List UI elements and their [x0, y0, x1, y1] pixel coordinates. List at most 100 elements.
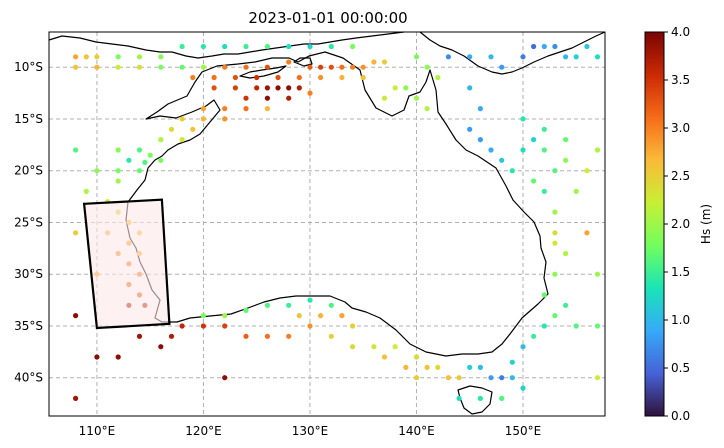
- wave-height-point: [190, 74, 196, 81]
- wave-height-point: [126, 157, 132, 163]
- colorbar-label: Hs (m): [699, 204, 713, 244]
- longitude-tick-label: 140°E: [398, 424, 435, 438]
- wave-height-point: [136, 64, 143, 70]
- wave-height-point: [541, 43, 547, 50]
- wave-height-point: [541, 147, 547, 153]
- wave-height-point: [73, 147, 79, 153]
- wave-height-point: [563, 302, 569, 308]
- wave-height-point: [552, 209, 558, 215]
- wave-height-point: [264, 333, 270, 339]
- wave-height-point: [286, 43, 292, 50]
- wave-height-point: [190, 126, 196, 132]
- wave-height-point: [435, 364, 441, 370]
- australia-coastline: [125, 51, 549, 357]
- wave-height-point: [179, 323, 185, 329]
- wave-height-point: [584, 43, 590, 50]
- wave-height-point: [499, 395, 505, 401]
- wave-height-point: [488, 375, 494, 381]
- colorbar-tick-label: 4.0: [671, 25, 690, 39]
- wave-height-point: [211, 74, 217, 81]
- wave-height-point: [296, 74, 302, 81]
- wave-height-point: [350, 344, 356, 350]
- wave-height-point: [168, 126, 175, 132]
- wave-height-point: [275, 85, 281, 91]
- wave-height-point: [222, 323, 228, 329]
- wave-height-point: [371, 59, 377, 65]
- wave-height-point: [360, 64, 366, 70]
- wave-height-point: [350, 43, 356, 50]
- wave-height-point: [179, 116, 185, 122]
- wave-height-point: [509, 168, 515, 174]
- wave-height-point: [328, 302, 334, 308]
- wave-height-point: [286, 95, 292, 101]
- wave-height-point: [286, 333, 292, 339]
- colorbar-tick-label: 2.0: [671, 217, 690, 231]
- latitude-tick-label: 25°S: [14, 215, 43, 229]
- wave-height-point: [456, 375, 462, 381]
- wave-height-point: [115, 54, 121, 60]
- wave-height-point: [307, 64, 313, 70]
- wave-height-point: [509, 359, 515, 365]
- wave-height-point: [179, 137, 185, 143]
- wave-height-point: [158, 157, 164, 163]
- wave-height-point: [222, 116, 228, 122]
- wave-height-point: [94, 168, 100, 174]
- wave-height-point: [73, 395, 79, 401]
- wave-height-point: [286, 302, 292, 308]
- wave-height-point: [477, 395, 483, 401]
- wave-height-point: [264, 95, 270, 101]
- wave-height-point: [563, 250, 569, 257]
- colorbar-tick-label: 0.5: [671, 361, 690, 375]
- wave-height-point: [563, 54, 569, 60]
- wave-height-point: [232, 74, 238, 81]
- wave-height-point: [254, 74, 260, 81]
- wave-height-point: [350, 323, 356, 329]
- wave-height-point: [381, 95, 388, 101]
- new-guinea-coastline: [419, 31, 606, 75]
- wave-height-point: [307, 43, 313, 50]
- wave-height-point: [307, 297, 313, 303]
- wave-height-point: [200, 43, 206, 50]
- longitude-tick-label: 110°E: [79, 424, 116, 438]
- latitude-tick-labels: 10°S 15°S 20°S 25°S 30°S 35°S 40°S: [14, 60, 43, 385]
- wave-height-point: [594, 323, 601, 329]
- wave-height-point: [243, 106, 249, 112]
- wave-height-point: [200, 64, 206, 70]
- wave-height-point: [594, 147, 601, 153]
- wave-height-point: [94, 354, 100, 360]
- wave-height-point: [147, 152, 153, 158]
- wave-height-point: [232, 85, 238, 91]
- wave-height-point: [413, 375, 420, 381]
- wave-height-point: [563, 157, 569, 163]
- wave-height-point: [392, 344, 398, 350]
- wave-height-point: [179, 64, 185, 70]
- highlight-region-box: [82, 198, 171, 330]
- wave-height-point: [243, 64, 249, 70]
- wave-height-point: [142, 159, 148, 165]
- wave-height-point: [254, 85, 260, 91]
- wave-height-point: [339, 313, 345, 319]
- latitude-tick-label: 35°S: [14, 319, 43, 333]
- wave-height-point: [243, 307, 249, 313]
- wave-height-point: [264, 106, 270, 112]
- wave-height-point: [381, 59, 388, 65]
- wave-height-point: [350, 64, 356, 70]
- wave-height-point: [541, 323, 547, 329]
- wave-height-point: [413, 354, 420, 360]
- wave-height-point: [243, 43, 249, 50]
- wave-height-point: [318, 74, 324, 81]
- wave-height-point: [136, 147, 143, 153]
- wave-height-point: [360, 74, 366, 81]
- wave-height-point: [392, 85, 398, 91]
- wave-height-point: [318, 313, 324, 319]
- wave-height-point: [541, 292, 547, 298]
- latitude-tick-label: 20°S: [14, 164, 43, 178]
- wave-height-point: [211, 85, 217, 91]
- wave-height-point: [531, 333, 537, 339]
- wave-height-point: [541, 126, 547, 132]
- wave-height-point: [222, 43, 228, 50]
- wave-height-point: [136, 333, 143, 339]
- wave-height-point: [136, 168, 143, 174]
- wave-height-point: [594, 271, 601, 277]
- wave-height-point: [264, 85, 270, 91]
